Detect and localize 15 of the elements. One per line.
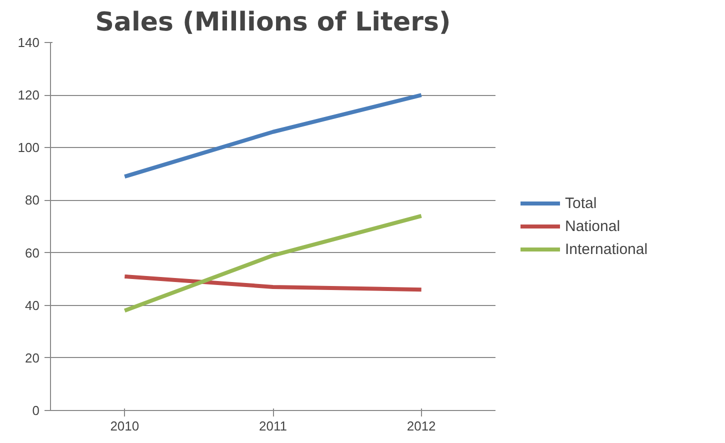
chart-title: Sales (Millions of Liters) [95,8,451,38]
x-tick-label: 2012 [406,418,436,434]
y-tick-label: 20 [25,350,40,366]
legend-label: National [565,218,620,234]
y-tick-label: 0 [32,403,40,418]
legend-label: International [565,240,648,258]
x-tick-label: 2010 [110,418,140,434]
y-tick-label: 120 [18,88,40,103]
y-tick-label: 60 [25,245,40,260]
y-tick-label: 100 [18,140,40,156]
y-tick-label: 40 [25,298,40,313]
y-tick-label: 80 [25,192,40,208]
y-tick-label: 140 [18,35,40,50]
x-tick-label: 2011 [259,418,287,434]
legend-label: Total [565,194,597,212]
